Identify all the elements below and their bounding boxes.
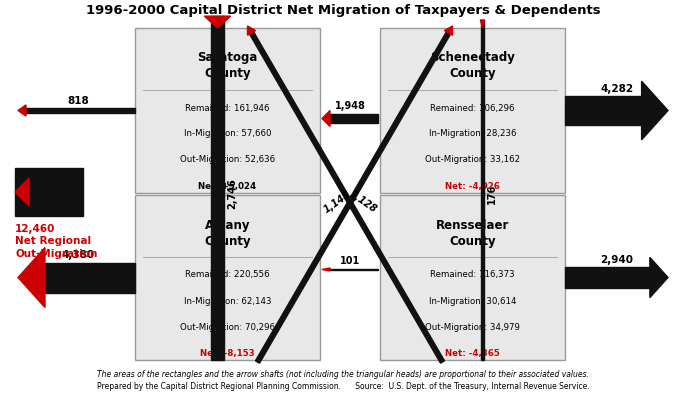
Text: In-Migration: 62,143: In-Migration: 62,143: [184, 296, 271, 305]
Text: Albany
County: Albany County: [204, 219, 251, 247]
Text: In-Migration: 30,614: In-Migration: 30,614: [429, 296, 517, 305]
Text: Net: -8,153: Net: -8,153: [200, 349, 255, 357]
Bar: [482, 20, 484, 360]
Polygon shape: [18, 105, 26, 116]
Bar: [211, 16, 224, 360]
Text: 1,148: 1,148: [322, 189, 353, 215]
Text: Remained: 220,556: Remained: 220,556: [185, 271, 270, 279]
Text: Remained: 106,296: Remained: 106,296: [430, 103, 514, 112]
Polygon shape: [204, 16, 230, 28]
Text: 12,460
Net Regional
Out-Migration: 12,460 Net Regional Out-Migration: [15, 224, 97, 259]
Bar: [380, 28, 565, 193]
Bar: [135, 28, 320, 193]
Text: Out-Migration: 34,979: Out-Migration: 34,979: [425, 322, 520, 332]
Bar: [330, 115, 378, 122]
Polygon shape: [250, 32, 445, 363]
Text: Remained: 116,373: Remained: 116,373: [430, 271, 514, 279]
Text: Schenectady
County: Schenectady County: [430, 51, 515, 81]
Text: 1,948: 1,948: [335, 102, 366, 112]
Text: Out-Migration: 70,296: Out-Migration: 70,296: [180, 322, 275, 332]
Text: Out-Migration: 33,162: Out-Migration: 33,162: [425, 156, 520, 164]
Text: 1996-2000 Capital District Net Migration of Taxpayers & Dependents: 1996-2000 Capital District Net Migration…: [86, 4, 600, 17]
Bar: [26, 108, 135, 113]
Text: 818: 818: [67, 96, 89, 106]
Bar: [565, 96, 641, 125]
Text: Net: +5,024: Net: +5,024: [198, 181, 257, 190]
Polygon shape: [641, 81, 668, 140]
Polygon shape: [15, 178, 29, 206]
Text: Out-Migration: 52,636: Out-Migration: 52,636: [180, 156, 275, 164]
Polygon shape: [248, 26, 255, 35]
Text: Net: -4,926: Net: -4,926: [445, 181, 500, 190]
Bar: [380, 195, 565, 360]
Text: 1,128: 1,128: [348, 189, 379, 215]
Text: Saratoga
County: Saratoga County: [198, 51, 258, 81]
Text: The areas of the rectangles and the arrow shafts (not including the triangular h: The areas of the rectangles and the arro…: [97, 370, 589, 379]
Text: Rensselaer
County: Rensselaer County: [436, 219, 509, 247]
Text: 101: 101: [340, 256, 360, 266]
Polygon shape: [480, 20, 484, 28]
Bar: [565, 267, 650, 288]
Text: 4,282: 4,282: [600, 84, 634, 94]
Text: In-Migration: 28,236: In-Migration: 28,236: [429, 129, 517, 139]
Bar: [45, 263, 135, 293]
Text: 2,746: 2,746: [227, 178, 237, 210]
Polygon shape: [650, 257, 668, 298]
Text: In-Migration: 57,660: In-Migration: 57,660: [184, 129, 271, 139]
Text: 4,380: 4,380: [62, 251, 95, 261]
Text: Prepared by the Capital District Regional Planning Commission.      Source:  U.S: Prepared by the Capital District Regiona…: [97, 382, 589, 391]
Polygon shape: [322, 110, 330, 127]
Text: Remained: 161,946: Remained: 161,946: [185, 103, 270, 112]
Bar: [330, 269, 378, 270]
Text: 176: 176: [486, 184, 497, 204]
Polygon shape: [322, 268, 330, 271]
Text: Net: -4,365: Net: -4,365: [445, 349, 500, 357]
Polygon shape: [18, 247, 45, 308]
Polygon shape: [255, 32, 451, 363]
Bar: [135, 195, 320, 360]
Polygon shape: [445, 26, 453, 35]
Text: 2,940: 2,940: [600, 255, 633, 266]
Bar: [15, 168, 83, 216]
